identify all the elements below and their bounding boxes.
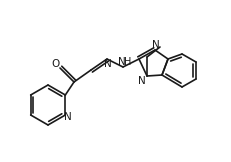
Text: N: N <box>118 57 126 67</box>
Text: O: O <box>52 59 60 69</box>
Text: N: N <box>152 40 160 50</box>
Text: N: N <box>104 59 112 69</box>
Text: N: N <box>64 112 72 122</box>
Text: H: H <box>124 57 132 67</box>
Text: N: N <box>138 76 146 86</box>
